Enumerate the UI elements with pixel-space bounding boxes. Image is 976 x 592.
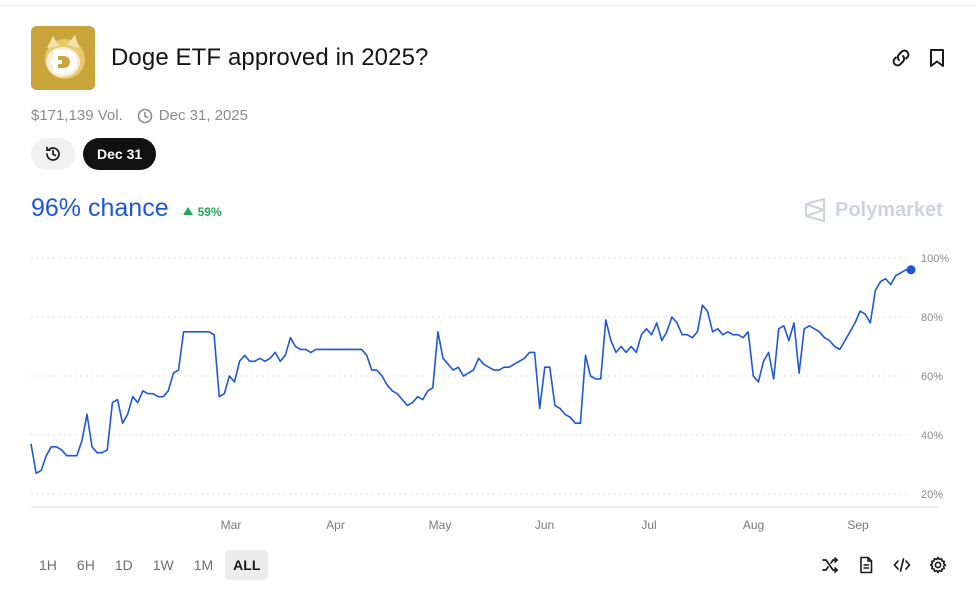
embed-button[interactable] [892, 554, 912, 576]
shuffle-icon [822, 557, 838, 573]
price-chart[interactable]: 100% 80% 60% 40% 20% Mar Apr May Jun Jul Aug Sep [0, 240, 976, 540]
timeframe-all[interactable]: ALL [225, 550, 269, 580]
chance-value: 96% chance [31, 194, 169, 222]
y-tick-label: 80% [921, 312, 943, 324]
chart-grid [31, 257, 911, 495]
top-divider [0, 5, 976, 6]
settings-button[interactable] [928, 554, 948, 576]
timeframe-6h[interactable]: 6H [76, 557, 95, 573]
market-title: Doge ETF approved in 2025? [111, 44, 429, 71]
series-end-marker [906, 265, 916, 275]
shuffle-button[interactable] [820, 554, 840, 576]
chance-delta-value: 59% [197, 205, 222, 219]
timeframe-1m[interactable]: 1M [193, 557, 214, 573]
polymarket-logo-icon [804, 197, 826, 223]
doge-coin-icon [31, 26, 95, 90]
polymarket-watermark: Polymarket [803, 197, 943, 223]
chance-delta: 59% [182, 205, 222, 219]
end-date-label: Dec 31, 2025 [158, 107, 248, 124]
x-tick-label: Jun [535, 518, 554, 532]
x-tick-label: Mar [221, 518, 242, 532]
timeframe-1h[interactable]: 1H [39, 557, 57, 573]
series-points [30, 269, 912, 474]
y-axis-labels: 100% 80% 60% 40% 20% [921, 253, 949, 501]
y-tick-label: 40% [921, 430, 943, 442]
history-icon [46, 146, 60, 161]
clock-icon [137, 108, 153, 123]
document-icon [860, 556, 873, 574]
document-button[interactable] [856, 554, 876, 576]
chart-tools [820, 554, 948, 576]
history-button[interactable] [31, 138, 75, 170]
bookmark-icon[interactable] [925, 46, 949, 70]
link-icon[interactable] [889, 46, 913, 70]
date-selector: Dec 31 [31, 138, 157, 170]
x-tick-label: May [429, 518, 452, 532]
market-logo [31, 26, 95, 90]
y-tick-label: 60% [921, 371, 943, 383]
y-tick-label: 100% [921, 253, 949, 265]
chance-summary: 96% chance 59% [31, 194, 222, 223]
x-tick-label: Aug [743, 518, 764, 532]
x-tick-label: Jul [641, 518, 656, 532]
market-header: Doge ETF approved in 2025? [31, 26, 951, 90]
x-axis-labels: Mar Apr May Jun Jul Aug Sep [221, 518, 869, 532]
volume-label: $171,139 Vol. [31, 107, 123, 124]
up-triangle-icon [182, 207, 193, 215]
gear-icon [929, 556, 947, 574]
market-meta: $171,139 Vol. Dec 31, 2025 [31, 107, 248, 124]
brand-name: Polymarket [835, 198, 943, 221]
timeframe-1d[interactable]: 1D [114, 557, 133, 573]
series-line [30, 269, 911, 475]
y-tick-label: 20% [921, 489, 943, 501]
timeframe-1w[interactable]: 1W [152, 557, 174, 573]
x-tick-label: Sep [847, 518, 869, 532]
date-pill-dec-31[interactable]: Dec 31 [83, 138, 157, 170]
x-tick-label: Apr [326, 518, 345, 532]
timeframe-toolbar: 1H 6H 1D 1W 1M ALL [31, 550, 269, 580]
embed-code-icon [893, 558, 911, 572]
